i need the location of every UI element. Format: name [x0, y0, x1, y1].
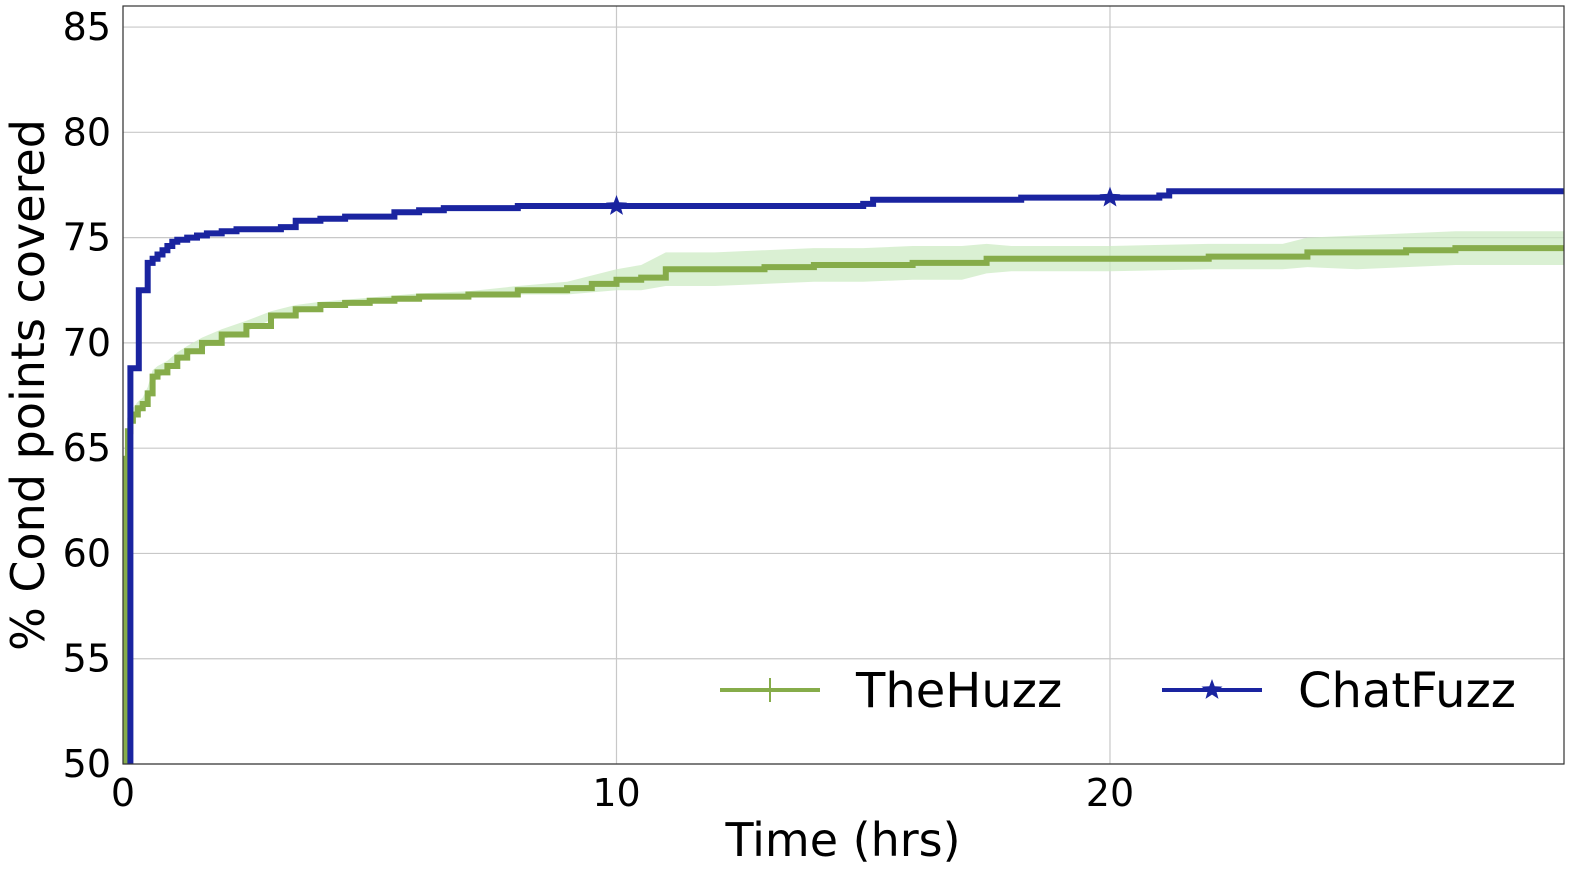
gridlines	[122, 6, 1564, 765]
x-tick-label: 20	[1086, 771, 1134, 815]
chatfuzz-marker	[606, 195, 627, 215]
y-tick-label: 50	[63, 742, 111, 786]
y-tick-labels: 50 55 60 65 70 75 80 85	[63, 5, 111, 786]
legend-chatfuzz-label: ChatFuzz	[1298, 663, 1516, 719]
y-tick-label: 60	[63, 531, 111, 575]
chatfuzz-marker	[1099, 186, 1121, 207]
y-tick-label: 75	[63, 216, 111, 260]
thehuzz-line	[123, 245, 1564, 764]
series-lines	[123, 188, 1564, 764]
x-axis-label: Time (hrs)	[724, 813, 960, 867]
x-tick-label: 0	[111, 771, 135, 815]
y-tick-label: 70	[63, 321, 111, 365]
x-tick-labels: 0 10 20	[111, 771, 1134, 815]
y-tick-label: 55	[63, 637, 111, 681]
legend-chatfuzz-marker	[1201, 679, 1223, 699]
y-tick-label: 65	[63, 426, 111, 470]
legend: TheHuzz ChatFuzz	[720, 663, 1516, 719]
chatfuzz-line	[127, 188, 1564, 764]
plot-area	[123, 186, 1564, 764]
y-tick-label: 85	[63, 5, 111, 49]
x-tick-label: 10	[592, 771, 640, 815]
plot-frame	[122, 5, 1565, 765]
series-markers	[606, 186, 1121, 215]
y-tick-label: 80	[63, 110, 111, 154]
y-axis-label: % Cond points covered	[1, 119, 55, 651]
legend-thehuzz-label: TheHuzz	[855, 663, 1062, 719]
